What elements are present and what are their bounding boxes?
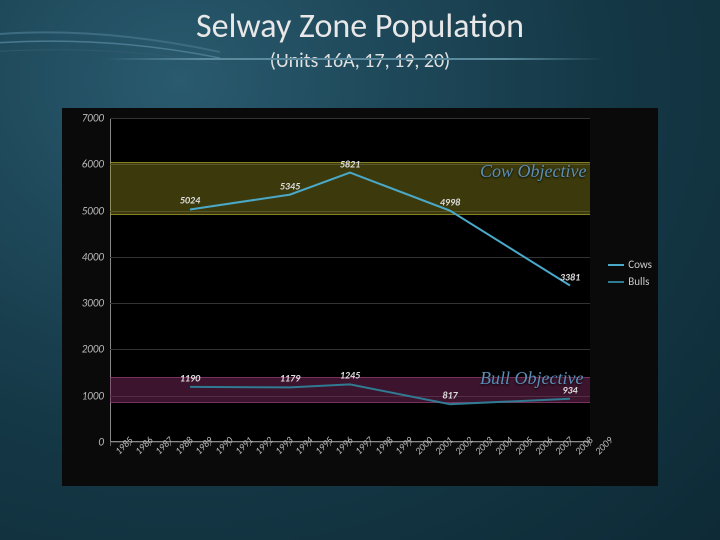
y-tick-label: 1000 [82,389,110,402]
x-tick-mark [290,442,291,446]
x-tick-mark [570,442,571,446]
y-tick-label: 7000 [82,112,110,125]
x-tick-mark [270,442,271,446]
x-tick-mark [410,442,411,446]
x-tick-label: 2009 [592,434,616,458]
x-tick-mark [210,442,211,446]
cows-data-label: 5345 [280,179,300,192]
bulls-line [190,384,570,404]
legend-swatch-cows [608,264,624,266]
x-tick-mark [230,442,231,446]
x-tick-mark [310,442,311,446]
slide-subtitle: (Units 16A, 17, 19, 20) [0,49,720,73]
x-tick-mark [190,442,191,446]
y-tick-label: 3000 [82,297,110,310]
plot-area: 0100020003000400050006000700019851986198… [110,118,590,442]
x-tick-mark [150,442,151,446]
x-tick-mark [530,442,531,446]
legend-item-bulls: Bulls [608,275,652,288]
x-tick-mark [450,442,451,446]
title-underline [104,58,604,60]
x-tick-mark [590,442,591,446]
legend-label-cows: Cows [628,258,652,271]
bulls-data-label: 1190 [180,371,200,384]
x-tick-mark [390,442,391,446]
cows-line [190,173,570,286]
y-tick-label: 5000 [82,204,110,217]
x-tick-mark [350,442,351,446]
x-tick-mark [470,442,471,446]
x-tick-mark [250,442,251,446]
cows-data-label: 3381 [560,270,580,283]
cows-data-label: 5024 [180,194,200,207]
title-block: Selway Zone Population (Units 16A, 17, 1… [0,6,720,73]
bulls-data-label: 934 [562,383,577,396]
x-tick-mark [130,442,131,446]
x-tick-mark [550,442,551,446]
chart-container: 0100020003000400050006000700019851986198… [62,108,658,486]
y-tick-label: 2000 [82,343,110,356]
x-tick-mark [110,442,111,446]
legend-item-cows: Cows [608,258,652,271]
legend-label-bulls: Bulls [628,275,649,288]
bulls-data-label: 817 [442,389,457,402]
cows-data-label: 5821 [340,157,360,170]
y-tick-label: 0 [98,436,110,449]
bulls-data-label: 1245 [340,369,360,382]
legend-swatch-bulls [608,281,624,283]
slide-title: Selway Zone Population [0,6,720,47]
cows-data-label: 4998 [440,195,460,208]
x-tick-mark [170,442,171,446]
x-tick-mark [510,442,511,446]
x-tick-mark [330,442,331,446]
legend: Cows Bulls [608,258,652,292]
x-tick-mark [430,442,431,446]
y-tick-label: 6000 [82,158,110,171]
y-tick-label: 4000 [82,250,110,263]
x-tick-mark [370,442,371,446]
x-tick-mark [490,442,491,446]
bulls-data-label: 1179 [280,372,300,385]
